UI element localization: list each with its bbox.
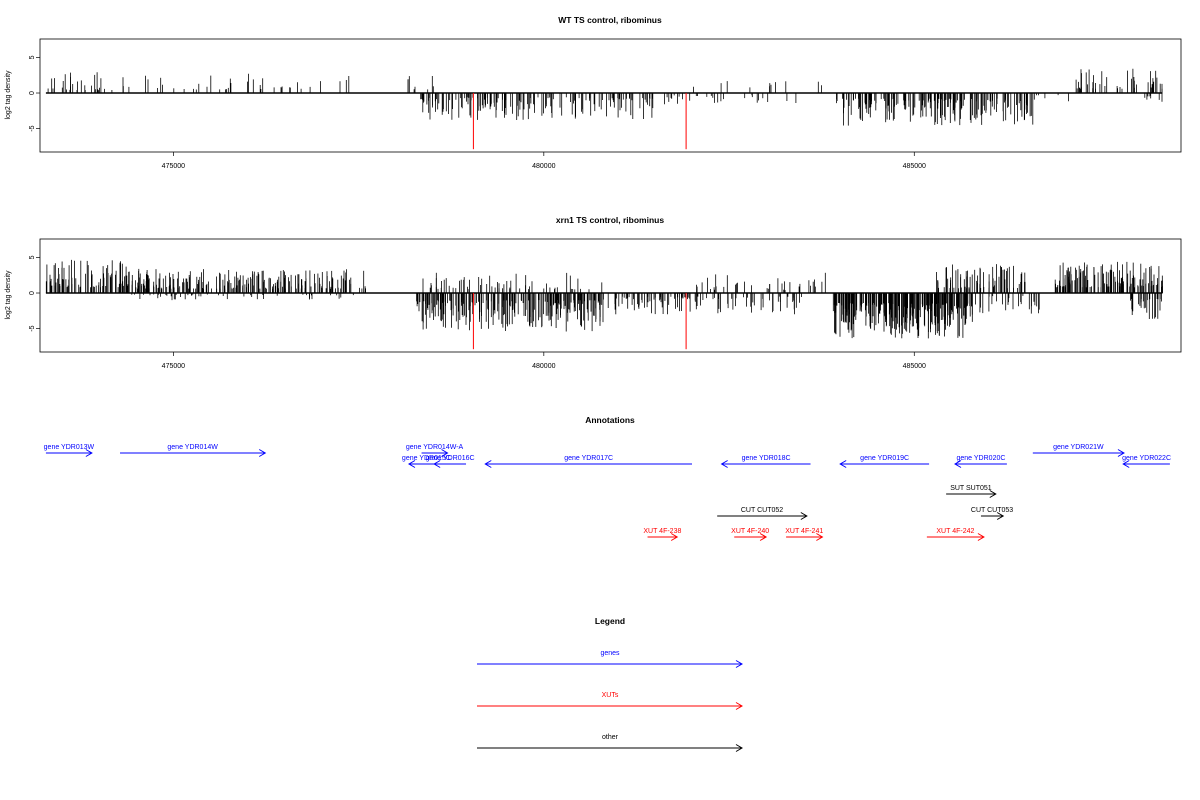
wt-plot-frame bbox=[39, 38, 1182, 153]
y-tick-label: 5 bbox=[29, 255, 36, 259]
annotation-feature: XUT 4F-242 bbox=[926, 528, 985, 541]
legend-entries: genes XUTs other bbox=[477, 650, 743, 752]
strand-arrowhead bbox=[977, 533, 985, 541]
x-tick-label: 485000 bbox=[903, 363, 926, 370]
annotation-feature: gene YDR017C bbox=[484, 455, 692, 468]
legend-panel: Legend genes XUTs other bbox=[477, 616, 743, 752]
feature-label: gene YDR014W-A bbox=[406, 444, 464, 451]
feature-label: gene YDR013W bbox=[44, 444, 95, 451]
feature-label: gene YDR021W bbox=[1053, 444, 1104, 451]
wt-signal-bars bbox=[45, 68, 1163, 150]
xrn1-panel-title: xrn1 TS control, ribominus bbox=[556, 215, 664, 225]
xrn1-axes: 475000 480000 485000 -5 0 5 bbox=[29, 255, 926, 370]
legend-arrowhead bbox=[735, 702, 743, 710]
feature-label: SUT SUT051 bbox=[950, 485, 992, 492]
feature-label: XUT 4F-242 bbox=[936, 528, 974, 535]
wt-signal-panel: WT TS control, ribominus log2 tag densit… bbox=[5, 15, 1182, 170]
feature-label: XUT 4F-240 bbox=[731, 528, 769, 535]
legend-label: genes bbox=[600, 650, 620, 657]
wt-panel-title: WT TS control, ribominus bbox=[558, 15, 662, 25]
feature-label: XUT 4F-241 bbox=[785, 528, 823, 535]
strand-arrowhead bbox=[996, 512, 1005, 520]
y-tick-label: 0 bbox=[29, 91, 36, 95]
legend-title: Legend bbox=[595, 616, 625, 626]
feature-label: gene YDR016C bbox=[426, 455, 475, 462]
annotation-feature: gene YDR021W bbox=[1032, 444, 1125, 457]
strand-arrowhead bbox=[954, 460, 962, 468]
annotation-features: gene YDR013W gene YDR014W gene YDR014W-A ge… bbox=[44, 444, 1171, 541]
annotation-feature: CUT CUT052 bbox=[717, 507, 808, 520]
y-tick-label: 0 bbox=[29, 291, 36, 295]
legend-entry: XUTs bbox=[477, 692, 743, 710]
xrn1-signal-panel: xrn1 TS control, ribominus log2 tag dens… bbox=[5, 215, 1182, 370]
wt-panel-ylabel: log2 tag density bbox=[5, 70, 12, 120]
strand-arrowhead bbox=[484, 460, 492, 468]
legend-entry: genes bbox=[477, 650, 743, 668]
feature-label: gene YDR017C bbox=[564, 455, 613, 462]
y-tick-label: 5 bbox=[29, 55, 36, 59]
feature-label: gene YDR022C bbox=[1122, 455, 1171, 462]
feature-label: gene YDR020C bbox=[957, 455, 1006, 462]
strand-arrowhead bbox=[839, 460, 847, 468]
legend-arrowhead bbox=[735, 660, 743, 668]
feature-label: CUT CUT053 bbox=[971, 507, 1013, 514]
feature-label: gene YDR015C bbox=[402, 455, 451, 462]
strand-arrowhead bbox=[816, 533, 824, 541]
x-tick-label: 475000 bbox=[162, 163, 185, 170]
y-tick-label: -5 bbox=[29, 125, 36, 131]
wt-axes: 475000 480000 485000 -5 0 5 bbox=[29, 55, 926, 170]
strand-arrowhead bbox=[670, 533, 679, 541]
x-tick-label: 480000 bbox=[532, 163, 555, 170]
strand-arrowhead bbox=[258, 449, 267, 457]
feature-label: gene YDR019C bbox=[860, 455, 909, 462]
feature-label: gene YDR014W bbox=[167, 444, 218, 451]
strand-arrowhead bbox=[989, 490, 997, 498]
legend-label: other bbox=[602, 734, 619, 741]
xrn1-panel-ylabel: log2 tag density bbox=[5, 270, 12, 320]
annotation-feature: gene YDR014W bbox=[120, 444, 267, 457]
legend-label: XUTs bbox=[602, 692, 619, 699]
annotation-feature: XUT 4F-241 bbox=[785, 528, 824, 541]
x-tick-label: 485000 bbox=[903, 163, 926, 170]
annotation-feature: gene YDR016C bbox=[426, 455, 475, 468]
x-tick-label: 475000 bbox=[162, 363, 185, 370]
strand-arrowhead bbox=[441, 449, 449, 457]
feature-label: gene YDR018C bbox=[742, 455, 791, 462]
xrn1-signal-bars bbox=[45, 259, 1163, 350]
annotation-feature: gene YDR013W bbox=[44, 444, 95, 457]
annotation-feature: XUT 4F-238 bbox=[643, 528, 681, 541]
feature-label: XUT 4F-238 bbox=[643, 528, 681, 535]
strand-arrowhead bbox=[1122, 460, 1130, 468]
strand-arrowhead bbox=[433, 460, 441, 468]
annotation-feature: SUT SUT051 bbox=[946, 485, 997, 498]
strand-arrowhead bbox=[759, 533, 768, 541]
annotation-feature: CUT CUT053 bbox=[971, 507, 1013, 520]
annotations-title: Annotations bbox=[585, 415, 635, 425]
legend-arrowhead bbox=[735, 744, 743, 752]
xrn1-plot-frame bbox=[39, 238, 1182, 353]
legend-entry: other bbox=[477, 734, 743, 752]
annotation-feature: gene YDR022C bbox=[1122, 455, 1171, 468]
strand-arrowhead bbox=[85, 449, 93, 457]
x-tick-label: 480000 bbox=[532, 363, 555, 370]
annotation-feature: gene YDR018C bbox=[720, 455, 811, 468]
annotation-feature: gene YDR014W-A bbox=[406, 444, 464, 457]
y-tick-label: -5 bbox=[29, 325, 36, 331]
strand-arrowhead bbox=[800, 512, 808, 520]
annotation-feature: XUT 4F-240 bbox=[731, 528, 769, 541]
feature-label: CUT CUT052 bbox=[741, 507, 783, 514]
strand-arrowhead bbox=[407, 460, 416, 468]
strand-arrowhead bbox=[1117, 449, 1125, 457]
annotation-feature: gene YDR020C bbox=[954, 455, 1007, 468]
strand-arrowhead bbox=[720, 460, 728, 468]
annotation-feature: gene YDR019C bbox=[839, 455, 930, 468]
annotations-panel: Annotations gene YDR013W gene YDR014W gene… bbox=[44, 415, 1171, 541]
